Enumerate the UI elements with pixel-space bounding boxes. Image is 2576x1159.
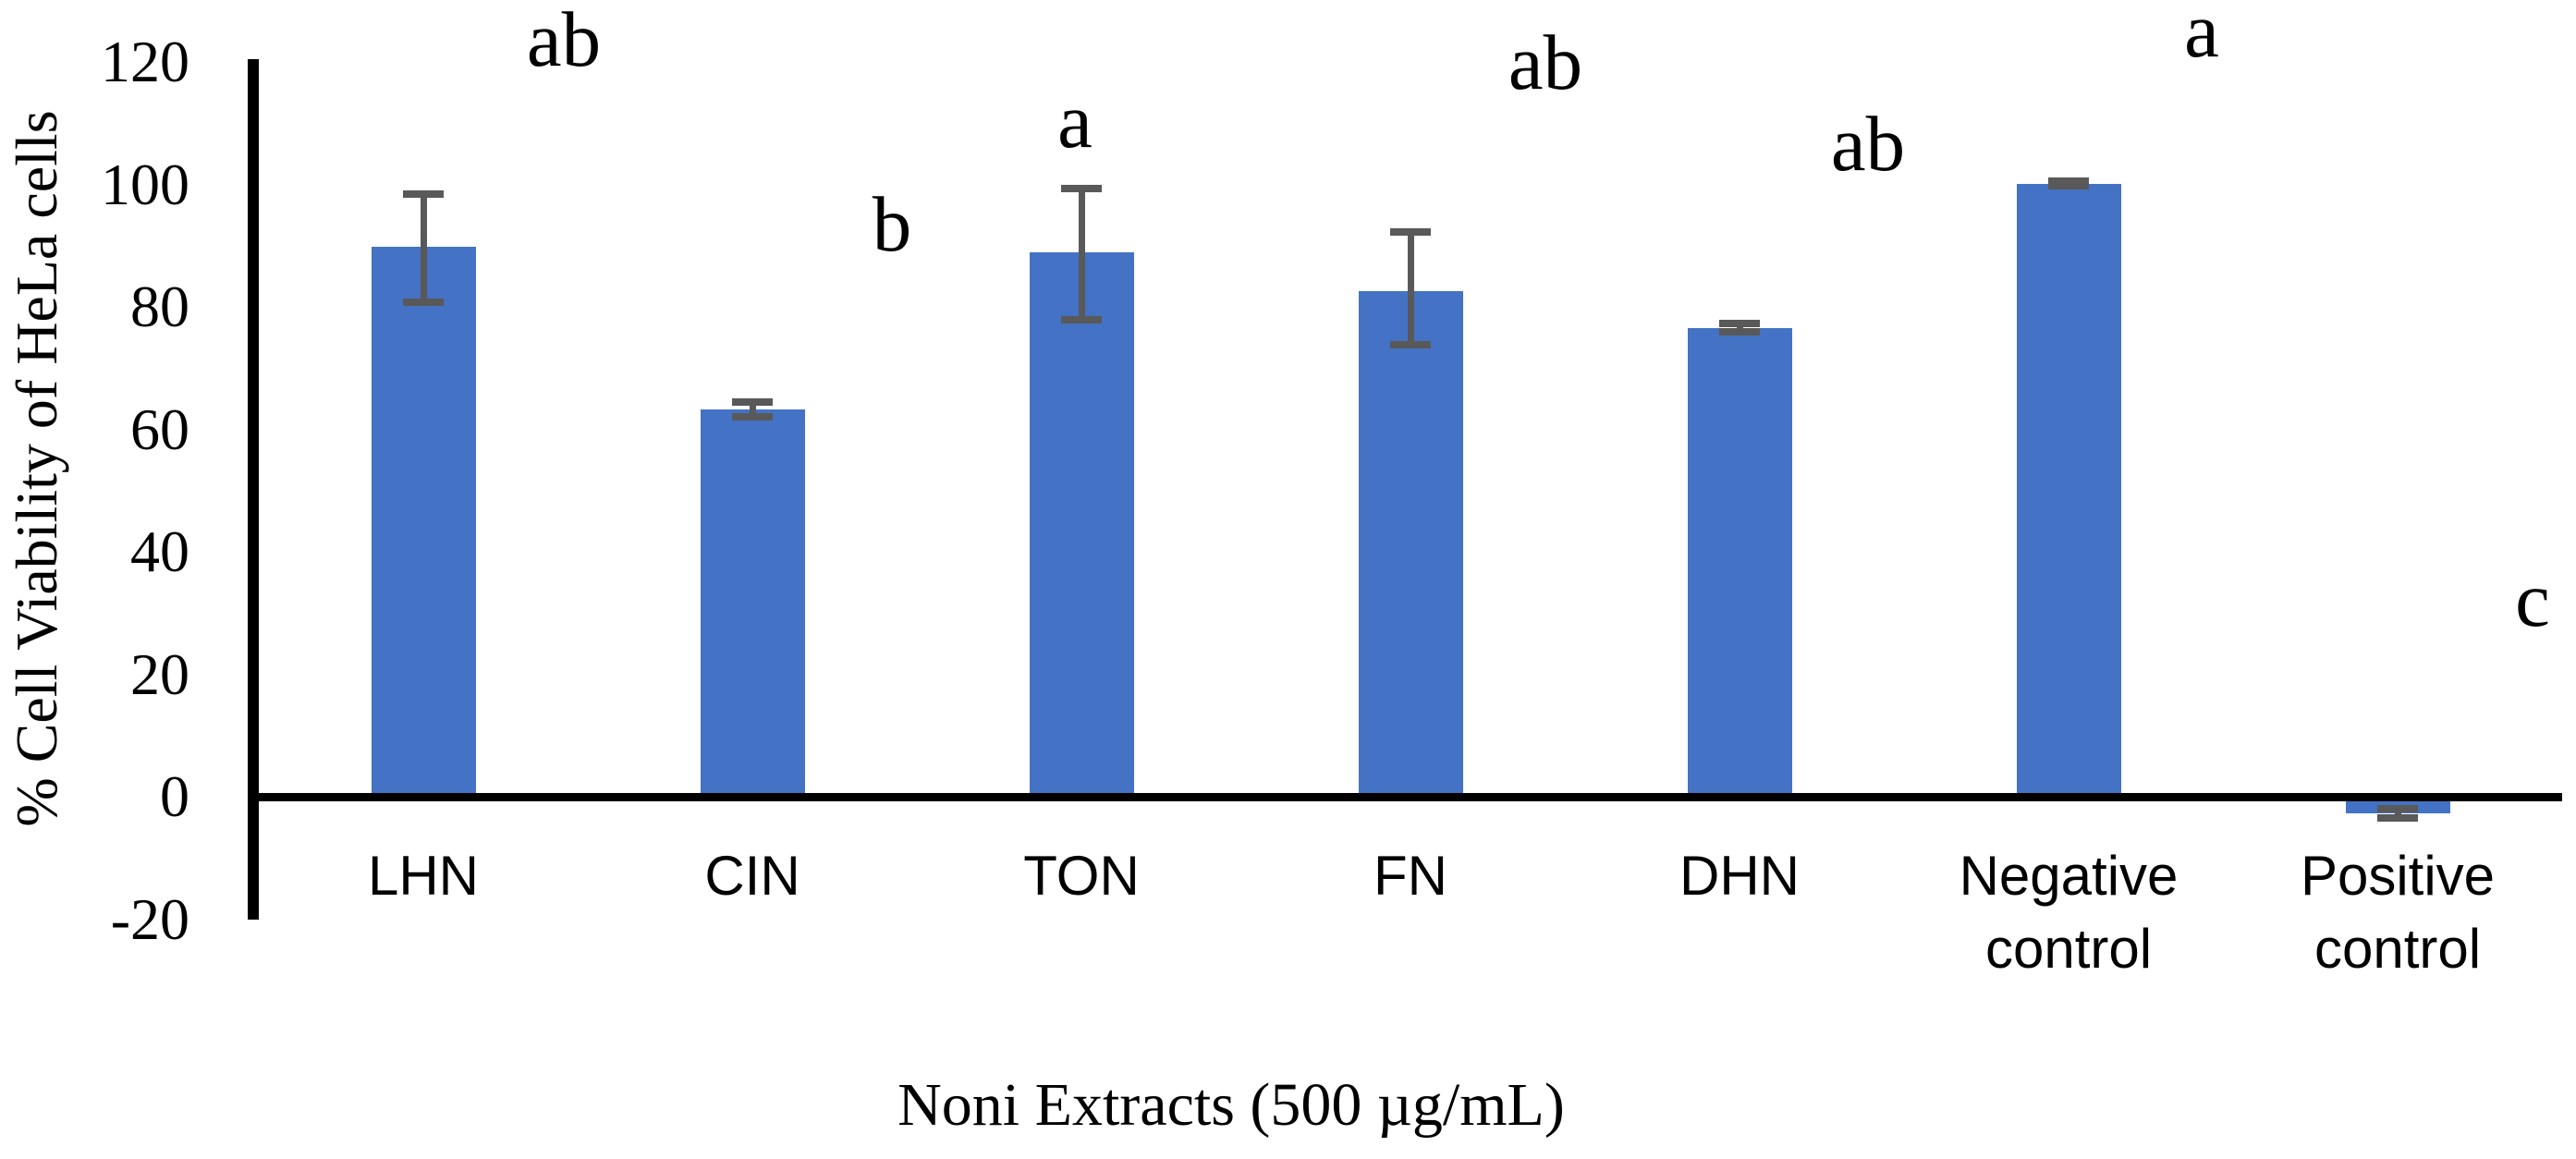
y-tick-label: -20 [110, 886, 189, 952]
category-label: CIN [704, 845, 800, 907]
error-bar-cap [732, 398, 773, 406]
error-bar-line [1737, 323, 1743, 332]
y-tick-label: 60 [130, 396, 189, 462]
error-bar-cap [2048, 182, 2089, 189]
error-bar-cap [732, 413, 773, 421]
significance-letter: c [2515, 556, 2550, 643]
x-axis-line [248, 793, 2562, 801]
category-label: DHN [1679, 845, 1800, 907]
error-bar-cap [2377, 814, 2418, 822]
significance-letter: b [872, 181, 912, 268]
error-bar-cap [403, 190, 444, 198]
significance-letter: ab [1830, 101, 1906, 188]
error-bar-cap [1390, 341, 1431, 348]
error-bar-cap [1719, 328, 1760, 336]
category-label: LHN [367, 845, 480, 907]
error-bar-line [1408, 232, 1414, 345]
significance-letter: ab [526, 0, 602, 83]
y-tick-label: 40 [130, 518, 189, 584]
category-label: TON [1023, 845, 1140, 907]
error-bar-cap [2377, 805, 2418, 812]
error-bar-cap [1390, 228, 1431, 236]
y-axis-line [248, 59, 259, 920]
significance-letter: a [2184, 0, 2219, 74]
error-bar-line [1079, 189, 1085, 320]
y-tick-label: 0 [160, 763, 189, 829]
y-tick-label: 80 [130, 274, 189, 339]
y-tick-label: 100 [101, 152, 189, 217]
error-bar-cap [2048, 177, 2089, 185]
error-bar-cap [1061, 185, 1102, 192]
significance-letter: ab [1508, 19, 1583, 106]
category-label: Positive control [2300, 845, 2496, 980]
bar [1688, 328, 1792, 797]
error-bar-line [750, 402, 756, 417]
bar [2017, 184, 2121, 797]
y-tick-label: 20 [130, 641, 189, 707]
bar [701, 409, 805, 797]
x-axis-title: Noni Extracts (500 µg/mL) [897, 1071, 1565, 1139]
error-bar-cap [1719, 320, 1760, 327]
bar [1030, 252, 1134, 797]
y-tick-label: 120 [101, 29, 189, 94]
error-bar-cap [403, 299, 444, 306]
error-bar-line [2395, 809, 2401, 817]
bar [1359, 291, 1463, 797]
error-bar-cap [1061, 316, 1102, 323]
error-bar-line [421, 194, 427, 302]
category-label: Negative control [1959, 845, 2179, 980]
bar [372, 247, 476, 797]
significance-letter: a [1057, 78, 1093, 165]
y-axis-title: % Cell Viability of HeLa cells [4, 110, 69, 827]
category-label: FN [1373, 845, 1447, 907]
